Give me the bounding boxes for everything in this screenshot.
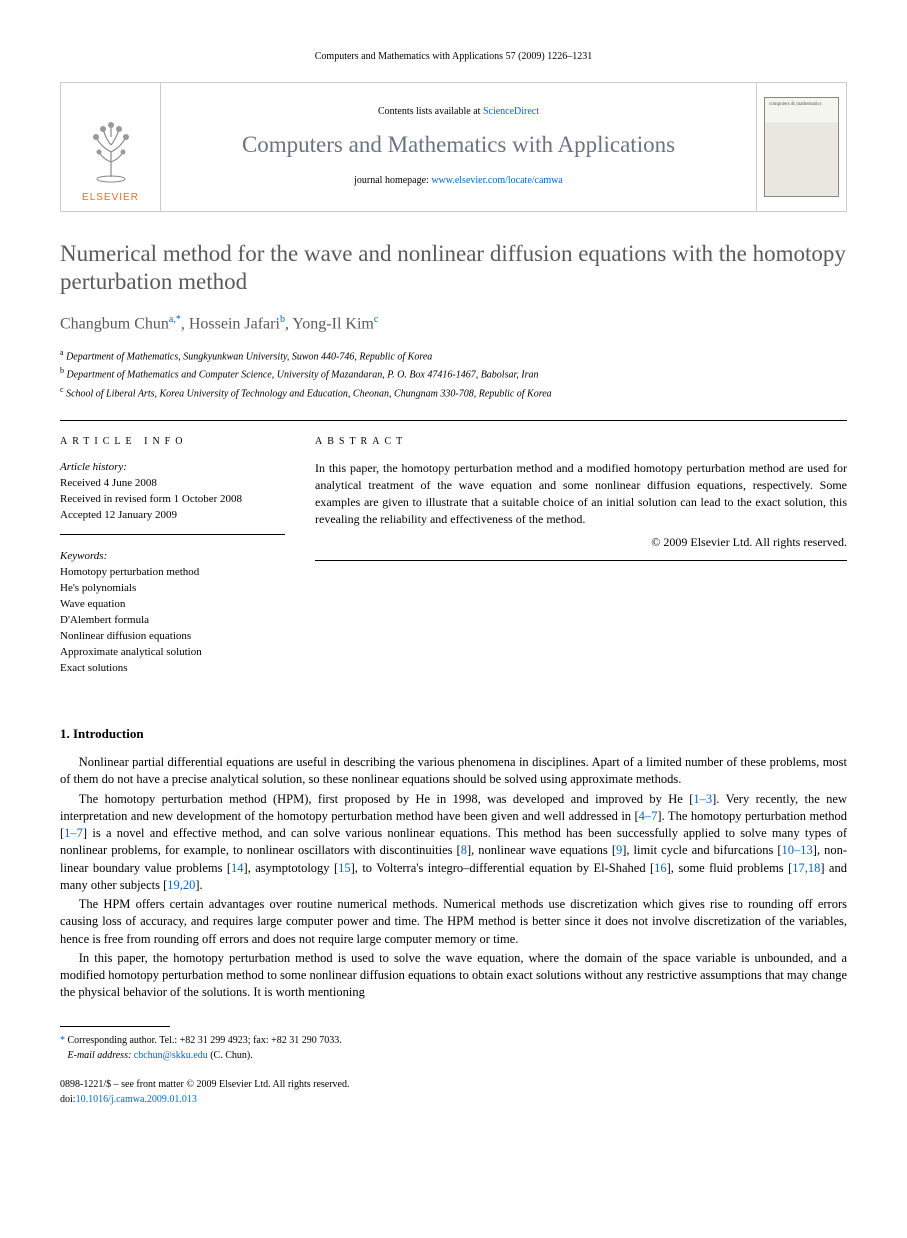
affiliation-c-text: School of Liberal Arts, Korea University… [66,388,552,399]
contents-prefix: Contents lists available at [378,106,483,117]
ref-link[interactable]: 4–7 [639,809,658,823]
accepted-date: Accepted 12 January 2009 [60,508,285,524]
intro-para-3: The HPM offers certain advantages over r… [60,896,847,948]
corresponding-footnote: * Corresponding author. Tel.: +82 31 299… [60,1033,847,1048]
abstract-label: ABSTRACT [315,435,847,449]
comma: , [181,315,189,332]
author-2: Hossein Jafari [189,315,280,332]
bottom-bar: 0898-1221/$ – see front matter © 2009 El… [60,1077,847,1107]
ref-link[interactable]: 1–3 [693,792,712,806]
star-icon: * [60,1035,65,1046]
running-header: Computers and Mathematics with Applicati… [60,50,847,64]
article-info-column: ARTICLE INFO Article history: Received 4… [60,420,285,701]
footnote-separator [60,1026,170,1027]
article-title: Numerical method for the wave and nonlin… [60,240,847,298]
publisher-box: ELSEVIER [61,83,161,211]
homepage-prefix: journal homepage: [354,175,431,186]
issn-line: 0898-1221/$ – see front matter © 2009 El… [60,1077,847,1092]
revised-date: Received in revised form 1 October 2008 [60,492,285,508]
journal-cover-thumb: computers & mathematics [764,97,839,197]
doi-label: doi: [60,1094,76,1105]
keyword: Nonlinear diffusion equations [60,629,285,645]
cover-mini-title: computers & mathematics [769,102,834,108]
article-history-block: Article history: Received 4 June 2008 Re… [60,460,285,535]
author-1: Changbum Chun [60,315,169,332]
author-1-aff[interactable]: a, [169,314,176,325]
received-date: Received 4 June 2008 [60,476,285,492]
elsevier-tree-icon [81,117,141,187]
homepage-line: journal homepage: www.elsevier.com/locat… [354,174,563,188]
masthead-center: Contents lists available at ScienceDirec… [161,83,756,211]
keywords-label: Keywords: [60,549,285,565]
doi-line: doi:10.1016/j.camwa.2009.01.013 [60,1092,847,1107]
ref-link[interactable]: 15 [338,861,351,875]
p2-text: ], asymptotology [ [244,861,339,875]
ref-link[interactable]: 14 [231,861,244,875]
ref-link[interactable]: 16 [654,861,667,875]
keyword: He's polynomials [60,581,285,597]
ref-link[interactable]: 19,20 [167,878,195,892]
affiliation-b: b Department of Mathematics and Computer… [60,365,847,383]
footnotes: * Corresponding author. Tel.: +82 31 299… [60,1033,847,1063]
keyword: Approximate analytical solution [60,645,285,661]
publisher-label: ELSEVIER [82,191,139,205]
masthead: ELSEVIER Contents lists available at Sci… [60,82,847,212]
article-info-label: ARTICLE INFO [60,435,285,449]
journal-name: Computers and Mathematics with Applicati… [242,129,675,160]
intro-para-4: In this paper, the homotopy perturbation… [60,950,847,1002]
doi-link[interactable]: 10.1016/j.camwa.2009.01.013 [76,1094,197,1105]
email-footnote: E-mail address: cbchun@skku.edu (C. Chun… [60,1048,847,1063]
author-3-aff[interactable]: c [374,314,378,325]
corr-text: Corresponding author. Tel.: +82 31 299 4… [68,1035,342,1046]
keyword: D'Alembert formula [60,613,285,629]
info-abstract-row: ARTICLE INFO Article history: Received 4… [60,420,847,701]
ref-link[interactable]: 17,18 [792,861,820,875]
p2-text: The homotopy perturbation method (HPM), … [79,792,694,806]
keyword: Wave equation [60,597,285,613]
page: Computers and Mathematics with Applicati… [0,0,907,1147]
cover-box: computers & mathematics [756,83,846,211]
ref-link[interactable]: 10–13 [782,843,813,857]
abstract-column: ABSTRACT In this paper, the homotopy per… [315,420,847,701]
p2-text: ]. [195,878,202,892]
affiliation-c: c School of Liberal Arts, Korea Universi… [60,384,847,402]
p2-text: ], some fluid problems [ [667,861,793,875]
homepage-link[interactable]: www.elsevier.com/locate/camwa [431,175,563,186]
ref-link[interactable]: 1–7 [64,826,83,840]
p2-text: ], to Volterra's integro–differential eq… [351,861,655,875]
contents-line: Contents lists available at ScienceDirec… [378,105,539,119]
email-author: (C. Chun). [210,1050,253,1061]
affiliation-a: a Department of Mathematics, Sungkyunkwa… [60,347,847,365]
abstract-text: In this paper, the homotopy perturbation… [315,460,847,527]
section-1-heading: 1. Introduction [60,725,847,743]
intro-para-2: The homotopy perturbation method (HPM), … [60,791,847,895]
p2-text: ], nonlinear wave equations [ [467,843,616,857]
authors-line: Changbum Chuna,*, Hossein Jafarib, Yong-… [60,313,847,335]
email-link[interactable]: cbchun@skku.edu [134,1050,208,1061]
abstract-copyright: © 2009 Elsevier Ltd. All rights reserved… [315,534,847,550]
keywords-block: Keywords: Homotopy perturbation method H… [60,549,285,687]
keyword: Exact solutions [60,661,285,677]
affiliations: a Department of Mathematics, Sungkyunkwa… [60,347,847,402]
affiliation-b-text: Department of Mathematics and Computer S… [67,370,539,381]
keyword: Homotopy perturbation method [60,565,285,581]
intro-para-1: Nonlinear partial differential equations… [60,754,847,789]
history-label: Article history: [60,460,285,476]
affiliation-a-text: Department of Mathematics, Sungkyunkwan … [66,351,432,362]
author-3: Yong-Il Kim [292,315,374,332]
p2-text: ], limit cycle and bifurcations [ [622,843,781,857]
email-label: E-mail address: [68,1050,132,1061]
sciencedirect-link[interactable]: ScienceDirect [483,106,539,117]
